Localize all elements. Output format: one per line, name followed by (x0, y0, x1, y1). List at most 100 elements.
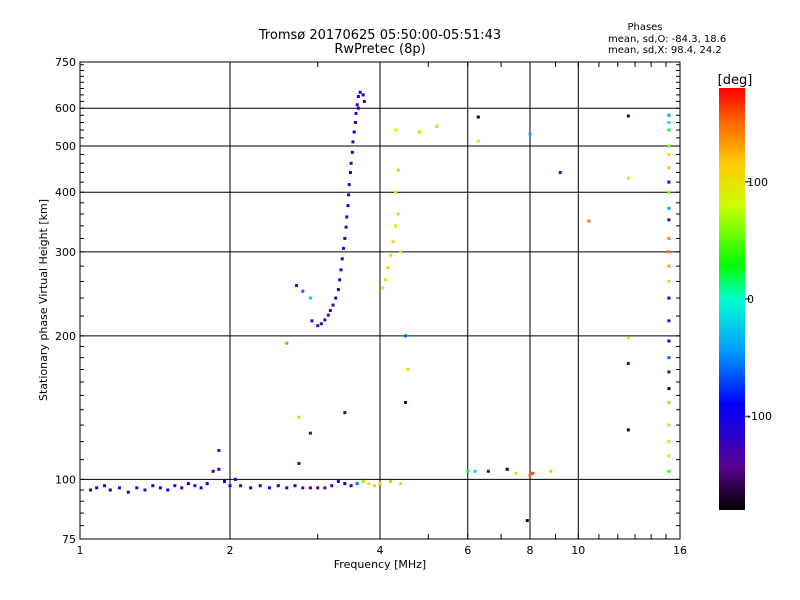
data-point (336, 288, 340, 292)
data-point (343, 411, 347, 415)
x-tick-label: 1 (77, 544, 84, 557)
data-point (295, 283, 299, 287)
data-point (403, 400, 407, 404)
data-point (143, 488, 147, 492)
data-point (525, 519, 529, 523)
data-point (217, 467, 221, 471)
data-point (249, 486, 253, 490)
data-point (362, 99, 366, 103)
y-tick-label: 400 (55, 186, 76, 199)
data-point (667, 319, 671, 323)
data-point (205, 482, 209, 486)
data-point (505, 467, 509, 471)
data-point (355, 482, 359, 486)
data-point (667, 180, 671, 184)
data-point (166, 488, 170, 492)
data-point (389, 253, 393, 257)
data-point (180, 486, 184, 490)
data-point (667, 440, 671, 444)
data-point (158, 486, 162, 490)
data-point (173, 484, 177, 488)
data-point (323, 486, 327, 490)
data-point (340, 257, 344, 261)
x-tick-label: 2 (227, 544, 234, 557)
data-point (267, 486, 271, 490)
data-point (308, 431, 312, 435)
data-point (239, 484, 243, 488)
data-point (223, 479, 227, 483)
data-point (186, 482, 190, 486)
data-point (403, 334, 407, 338)
data-point (667, 144, 671, 148)
data-point (297, 415, 301, 419)
y-tick-label: 200 (55, 330, 76, 343)
y-tick-label: 100 (55, 473, 76, 486)
data-point (316, 324, 320, 328)
colorbar-tick-label: 0 (747, 293, 754, 306)
y-axis-label: Stationary phase Virtual Height [km] (37, 199, 50, 401)
data-point (394, 128, 398, 132)
data-point (549, 469, 553, 473)
data-point (667, 250, 671, 254)
data-point (347, 193, 351, 197)
data-point (331, 303, 335, 307)
data-point (406, 367, 410, 371)
data-point (486, 469, 490, 473)
data-point (667, 128, 671, 132)
data-point (338, 278, 342, 282)
data-point (354, 111, 358, 115)
data-point (667, 387, 671, 391)
phase-stats-x: mean, sd,X: 98.4, 24.2 (608, 45, 722, 56)
data-point (108, 488, 112, 492)
data-point (228, 484, 232, 488)
data-point (667, 356, 671, 360)
data-point (399, 482, 403, 486)
data-point (211, 469, 215, 473)
data-point (297, 461, 301, 465)
data-point (323, 318, 327, 322)
data-point (135, 486, 139, 490)
data-point (349, 161, 353, 165)
data-point (361, 479, 365, 483)
data-point (396, 168, 400, 172)
x-axis-ticks: 1 2 4 6 8 10 16 (77, 62, 687, 557)
data-point (367, 482, 371, 486)
data-point (326, 313, 330, 317)
colorbar-ticks: 100 0 -100 (745, 176, 772, 423)
data-point (355, 103, 359, 107)
data-point (466, 469, 470, 473)
y-tick-label: 500 (55, 140, 76, 153)
data-point (310, 319, 314, 323)
data-point (531, 471, 535, 475)
data-point (276, 484, 280, 488)
data-point (399, 250, 403, 254)
x-axis-label: Frequency [MHz] (334, 558, 426, 571)
data-point (528, 132, 532, 136)
x-tick-label: 4 (377, 544, 384, 557)
data-point (353, 121, 357, 125)
data-point (151, 484, 155, 488)
data-point (667, 400, 671, 404)
data-point (126, 490, 130, 494)
data-point (476, 139, 480, 143)
data-point (361, 93, 365, 97)
colorbar-tick-label: -100 (747, 410, 772, 423)
phase-stats-o: mean, sd,O: -84.3, 18.6 (608, 34, 726, 45)
data-point (319, 322, 323, 326)
data-point (473, 469, 477, 473)
data-point (217, 448, 221, 452)
data-point (103, 484, 107, 488)
data-point (667, 218, 671, 222)
data-point (285, 341, 289, 345)
data-point (391, 240, 395, 244)
data-point (345, 215, 349, 219)
data-point (233, 477, 237, 481)
colorbar (719, 88, 745, 510)
data-point (558, 170, 562, 174)
data-point (378, 482, 382, 486)
data-point (117, 486, 121, 490)
data-point (667, 370, 671, 374)
data-point (626, 336, 630, 340)
data-point (346, 204, 350, 208)
